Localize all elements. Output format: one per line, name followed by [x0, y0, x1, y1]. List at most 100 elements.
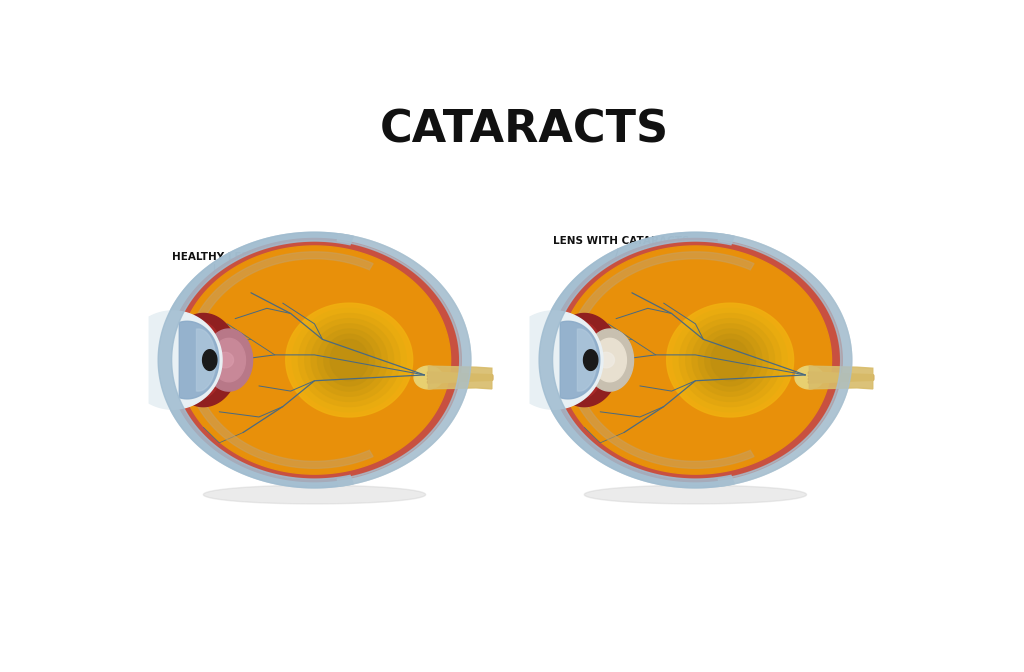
- Polygon shape: [193, 256, 440, 464]
- Polygon shape: [286, 303, 413, 417]
- Polygon shape: [249, 298, 397, 422]
- Text: LENS WITH CATARACTS: LENS WITH CATARACTS: [553, 236, 689, 347]
- Polygon shape: [282, 322, 372, 398]
- Polygon shape: [549, 239, 842, 482]
- Polygon shape: [593, 338, 627, 382]
- Polygon shape: [292, 308, 407, 412]
- Polygon shape: [606, 281, 796, 439]
- Polygon shape: [428, 366, 492, 389]
- Polygon shape: [625, 294, 781, 425]
- Polygon shape: [225, 281, 415, 439]
- Polygon shape: [168, 239, 461, 482]
- Polygon shape: [690, 343, 731, 377]
- Polygon shape: [559, 246, 831, 474]
- Polygon shape: [220, 277, 419, 443]
- Polygon shape: [809, 366, 872, 389]
- Polygon shape: [300, 336, 357, 384]
- Polygon shape: [311, 324, 387, 396]
- Polygon shape: [584, 349, 598, 370]
- Polygon shape: [291, 329, 365, 391]
- Polygon shape: [309, 343, 350, 377]
- Polygon shape: [564, 323, 604, 397]
- Text: CATARACTS: CATARACTS: [380, 108, 670, 151]
- Polygon shape: [158, 233, 471, 488]
- Polygon shape: [705, 334, 756, 386]
- Polygon shape: [286, 326, 369, 394]
- Polygon shape: [324, 334, 375, 386]
- Polygon shape: [598, 352, 614, 368]
- Polygon shape: [229, 284, 412, 436]
- Polygon shape: [564, 249, 828, 470]
- Polygon shape: [795, 366, 823, 389]
- Polygon shape: [185, 252, 373, 468]
- Polygon shape: [178, 246, 451, 474]
- Polygon shape: [679, 314, 781, 407]
- Polygon shape: [150, 311, 222, 409]
- Polygon shape: [718, 234, 852, 487]
- Polygon shape: [197, 260, 436, 460]
- Polygon shape: [667, 326, 750, 394]
- Polygon shape: [634, 301, 774, 419]
- Polygon shape: [672, 329, 745, 391]
- Polygon shape: [597, 274, 803, 446]
- Polygon shape: [610, 284, 793, 436]
- Polygon shape: [653, 315, 760, 405]
- Polygon shape: [267, 312, 383, 409]
- Polygon shape: [168, 314, 240, 407]
- Polygon shape: [183, 323, 223, 397]
- Polygon shape: [583, 263, 814, 457]
- Polygon shape: [414, 366, 442, 389]
- Polygon shape: [183, 249, 447, 470]
- Polygon shape: [234, 288, 408, 433]
- Polygon shape: [648, 312, 764, 409]
- Polygon shape: [205, 329, 253, 391]
- Polygon shape: [539, 233, 852, 488]
- Polygon shape: [621, 291, 785, 429]
- Polygon shape: [197, 329, 216, 391]
- Polygon shape: [630, 298, 778, 422]
- Polygon shape: [253, 301, 393, 419]
- Polygon shape: [643, 308, 767, 412]
- Polygon shape: [586, 329, 634, 391]
- Polygon shape: [216, 274, 422, 446]
- Polygon shape: [272, 315, 379, 405]
- Polygon shape: [317, 329, 381, 391]
- Polygon shape: [573, 256, 821, 464]
- Polygon shape: [203, 349, 217, 370]
- Polygon shape: [187, 253, 443, 467]
- Polygon shape: [330, 339, 369, 381]
- Polygon shape: [530, 311, 603, 409]
- Polygon shape: [305, 339, 354, 380]
- Polygon shape: [667, 303, 794, 417]
- Polygon shape: [314, 346, 347, 374]
- Polygon shape: [592, 270, 807, 450]
- Polygon shape: [698, 329, 762, 391]
- Polygon shape: [337, 234, 471, 487]
- Polygon shape: [663, 322, 753, 398]
- Polygon shape: [615, 288, 788, 433]
- Polygon shape: [262, 308, 386, 412]
- Polygon shape: [158, 233, 353, 488]
- Polygon shape: [578, 260, 817, 460]
- Polygon shape: [657, 319, 757, 401]
- Polygon shape: [560, 321, 600, 399]
- Polygon shape: [673, 308, 787, 412]
- Polygon shape: [258, 305, 390, 415]
- Polygon shape: [568, 253, 824, 467]
- Polygon shape: [179, 321, 219, 399]
- Polygon shape: [295, 333, 361, 388]
- Text: HEALTHY LENS: HEALTHY LENS: [172, 251, 257, 352]
- Polygon shape: [676, 333, 742, 388]
- Polygon shape: [207, 267, 429, 454]
- Polygon shape: [211, 270, 426, 450]
- Polygon shape: [566, 252, 754, 468]
- Polygon shape: [695, 346, 728, 374]
- Polygon shape: [639, 305, 771, 415]
- Polygon shape: [549, 314, 620, 407]
- Polygon shape: [686, 319, 774, 401]
- Polygon shape: [204, 485, 426, 504]
- Polygon shape: [212, 338, 246, 382]
- Polygon shape: [276, 319, 376, 401]
- Polygon shape: [217, 352, 233, 368]
- Polygon shape: [601, 277, 800, 443]
